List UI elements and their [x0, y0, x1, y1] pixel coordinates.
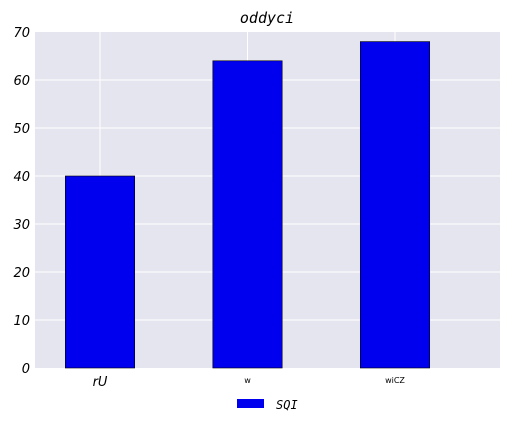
- y-tick-label: 50: [13, 122, 30, 137]
- x-tick-label: w: [244, 376, 251, 385]
- bar-wiCZ: [360, 41, 430, 369]
- legend-label: SQI: [276, 398, 298, 412]
- y-tick-label: 70: [13, 26, 30, 41]
- bars: [65, 41, 430, 369]
- x-tick-label: wiCZ: [385, 376, 405, 385]
- bar-rU: [65, 175, 135, 369]
- chart-title: oddyci: [240, 9, 294, 27]
- bar-w: [212, 60, 283, 369]
- y-tick-label: 0: [22, 362, 30, 377]
- y-tick-label: 10: [13, 314, 30, 329]
- x-axis-ticks: rU w wiCZ: [93, 375, 406, 390]
- legend: SQI: [237, 398, 298, 412]
- x-tick-label: rU: [93, 375, 108, 390]
- y-axis-ticks: 0 10 20 30 40 50 60 70: [13, 26, 30, 377]
- y-tick-label: 40: [13, 170, 30, 185]
- y-tick-label: 20: [13, 266, 30, 281]
- legend-swatch: [237, 399, 264, 408]
- y-tick-label: 60: [13, 74, 30, 89]
- y-tick-label: 30: [13, 218, 30, 233]
